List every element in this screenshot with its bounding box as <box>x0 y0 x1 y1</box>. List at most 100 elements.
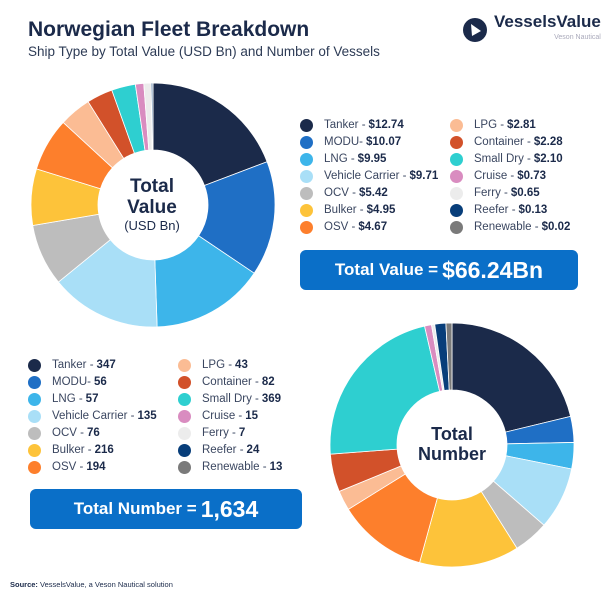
legend-item-lpg: LPG - $2.81 <box>450 118 600 132</box>
slice-renewable <box>445 322 453 391</box>
value-legend: Tanker - $12.74 LPG - $2.81 MODU- $10.07 Co… <box>300 118 600 234</box>
slice-tanker <box>451 322 572 433</box>
legend-item-bulker: Bulker - 216 <box>28 443 178 457</box>
legend-item-tanker: Tanker - $12.74 <box>300 118 450 132</box>
legend-item-renewable: Renewable - 13 <box>178 460 328 474</box>
legend-label: Renewable - <box>202 461 267 473</box>
legend-item-cruise: Cruise - 15 <box>178 409 328 423</box>
legend-item-ocv: OCV - 76 <box>28 426 178 440</box>
legend-swatch <box>300 203 313 217</box>
legend-value: $9.71 <box>409 170 439 182</box>
legend-swatch <box>178 358 191 372</box>
legend-label: Cruise - <box>202 410 243 422</box>
legend-value: 13 <box>269 461 283 473</box>
legend-value: 57 <box>85 393 99 405</box>
legend-swatch <box>300 152 313 166</box>
number-legend: Tanker - 347 LPG - 43 MODU- 56 Container - … <box>28 358 328 474</box>
legend-label: MODU- <box>324 136 363 148</box>
legend-value: 43 <box>235 359 248 371</box>
legend-label: Small Dry - <box>202 393 259 405</box>
legend-value: $10.07 <box>365 136 402 148</box>
legend-label: Small Dry - <box>474 153 531 165</box>
legend-swatch <box>450 152 463 166</box>
legend-label: LPG - <box>474 119 505 131</box>
legend-value: 347 <box>96 359 116 371</box>
legend-swatch <box>300 118 313 132</box>
legend-item-tanker: Tanker - 347 <box>28 358 178 372</box>
legend-label: Vehicle Carrier - <box>52 410 135 422</box>
page-subtitle: Ship Type by Total Value (USD Bn) and Nu… <box>28 44 380 59</box>
legend-swatch <box>178 409 191 423</box>
legend-item-osv: OSV - $4.67 <box>300 220 450 234</box>
legend-value: 7 <box>238 427 246 439</box>
legend-value: 194 <box>86 461 106 473</box>
legend-label: Cruise - <box>474 170 515 182</box>
legend-swatch <box>28 375 41 389</box>
legend-label: Tanker - <box>324 119 366 131</box>
legend-value: $12.74 <box>368 119 404 131</box>
legend-label: Ferry - <box>202 427 236 439</box>
legend-swatch <box>28 460 41 474</box>
slice-small-dry <box>329 325 441 455</box>
legend-item-lpg: LPG - 43 <box>178 358 328 372</box>
vesselsvalue-logo: VesselsValue Veson Nautical <box>462 13 601 46</box>
legend-value: $0.65 <box>510 187 540 199</box>
legend-value: 135 <box>137 410 157 422</box>
value-donut-chart <box>30 82 276 328</box>
legend-value: $9.95 <box>357 153 387 165</box>
legend-swatch <box>178 392 191 406</box>
legend-item-reefer: Reefer - $0.13 <box>450 203 600 217</box>
legend-label: Vehicle Carrier - <box>324 170 407 182</box>
legend-item-modu: MODU- 56 <box>28 375 178 389</box>
legend-value: 15 <box>245 410 259 422</box>
legend-value: 369 <box>261 393 282 405</box>
legend-swatch <box>450 186 463 200</box>
legend-item-reefer: Reefer - 24 <box>178 443 328 457</box>
legend-swatch <box>178 375 191 389</box>
legend-label: MODU- <box>52 376 91 388</box>
legend-value: 56 <box>93 376 107 388</box>
legend-swatch <box>450 118 463 132</box>
legend-item-modu: MODU- $10.07 <box>300 135 450 149</box>
legend-swatch <box>300 186 313 200</box>
legend-value: 76 <box>86 427 100 439</box>
legend-item-ocv: OCV - $5.42 <box>300 186 450 200</box>
legend-value: $4.67 <box>358 221 388 233</box>
legend-swatch <box>28 443 41 457</box>
legend-swatch <box>450 220 463 234</box>
legend-label: Bulker - <box>52 444 92 456</box>
legend-item-container: Container - $2.28 <box>450 135 600 149</box>
number-donut-chart <box>329 322 575 568</box>
legend-item-container: Container - 82 <box>178 375 328 389</box>
legend-swatch <box>28 392 41 406</box>
legend-swatch <box>300 220 313 234</box>
legend-item-small-dry: Small Dry - $2.10 <box>450 152 600 166</box>
legend-value: $0.13 <box>518 204 548 216</box>
legend-label: Ferry - <box>474 187 508 199</box>
legend-item-lng: LNG - $9.95 <box>300 152 450 166</box>
legend-swatch <box>28 409 41 423</box>
legend-value: 24 <box>246 444 260 456</box>
legend-label: Container - <box>202 376 259 388</box>
value-donut-center-label: Total Value (USD Bn) <box>124 176 180 233</box>
legend-value: 216 <box>94 444 114 456</box>
legend-swatch <box>300 135 313 149</box>
legend-label: OSV - <box>52 461 84 473</box>
page-title: Norwegian Fleet Breakdown <box>28 18 310 41</box>
legend-item-osv: OSV - 194 <box>28 460 178 474</box>
legend-item-bulker: Bulker - $4.95 <box>300 203 450 217</box>
legend-label: LPG - <box>202 359 233 371</box>
legend-label: Reefer - <box>202 444 244 456</box>
legend-swatch <box>178 443 191 457</box>
legend-value: $4.95 <box>366 204 396 216</box>
legend-item-vehicle-carrier: Vehicle Carrier - 135 <box>28 409 178 423</box>
legend-label: OCV - <box>52 427 84 439</box>
legend-swatch <box>178 460 191 474</box>
legend-swatch <box>28 358 41 372</box>
legend-item-renewable: Renewable - $0.02 <box>450 220 600 234</box>
legend-value: 82 <box>261 376 275 388</box>
legend-swatch <box>28 426 41 440</box>
legend-value: $5.42 <box>358 187 388 199</box>
legend-swatch <box>178 426 191 440</box>
